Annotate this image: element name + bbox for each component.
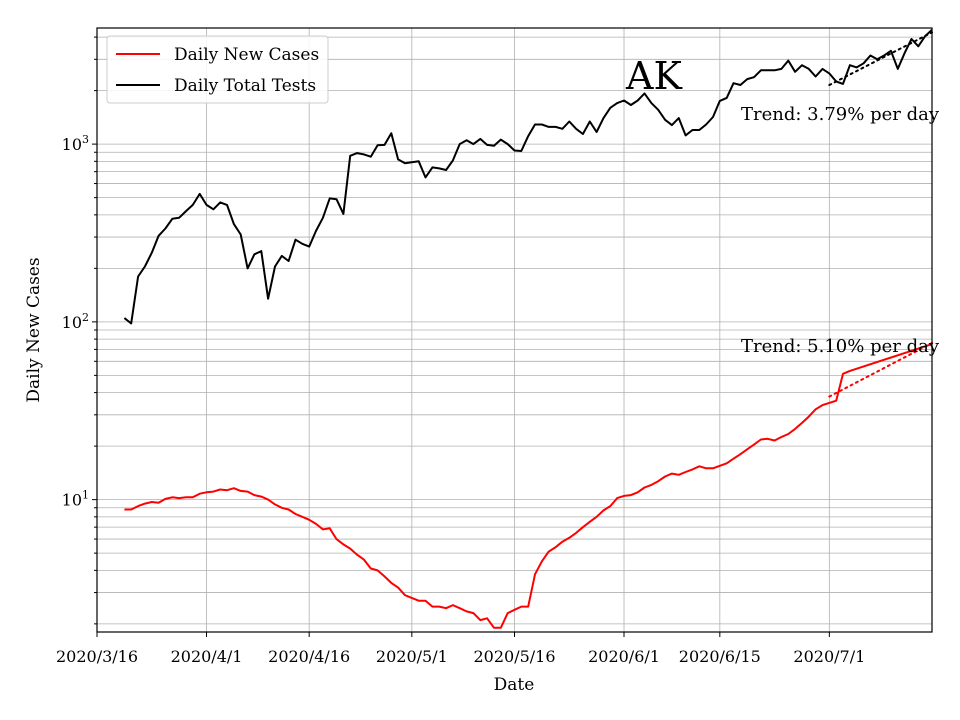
x-axis-label: Date: [494, 675, 535, 695]
series-line-daily-total-tests: [123, 28, 933, 325]
series-line-daily-new-cases: [124, 343, 933, 629]
trend-line-daily-total-tests: [828, 31, 933, 87]
state-label: AK: [625, 54, 682, 98]
x-tick-label: 2020/4/16: [268, 647, 350, 666]
legend-box: [106, 35, 329, 104]
grid: [97, 28, 932, 632]
x-tick-label: 2020/3/16: [56, 647, 138, 666]
legend: Daily New Cases Daily Total Tests: [106, 35, 329, 104]
axes: 2020/3/16 2020/4/1 2020/4/16 2020/5/1 2020/5…: [56, 36, 865, 666]
cases-trend-label: Trend: 5.10% per day: [741, 336, 940, 357]
trend-line-daily-new-cases: [828, 342, 933, 398]
legend-label-cases: Daily New Cases: [174, 45, 319, 65]
x-tick-label: 2020/5/16: [473, 647, 555, 666]
series-layer: [123, 28, 933, 629]
tests-trend-label: Trend: 3.79% per day: [741, 104, 940, 125]
y-axis-label: Daily New Cases: [24, 257, 44, 402]
x-tick-label: 2020/5/1: [376, 647, 448, 666]
legend-label-tests: Daily Total Tests: [174, 76, 316, 96]
x-tick-label: 2020/7/1: [793, 647, 865, 666]
x-tick-label: 2020/4/1: [171, 647, 243, 666]
x-tick-label: 2020/6/1: [588, 647, 660, 666]
x-tick-label: 2020/6/15: [679, 647, 761, 666]
